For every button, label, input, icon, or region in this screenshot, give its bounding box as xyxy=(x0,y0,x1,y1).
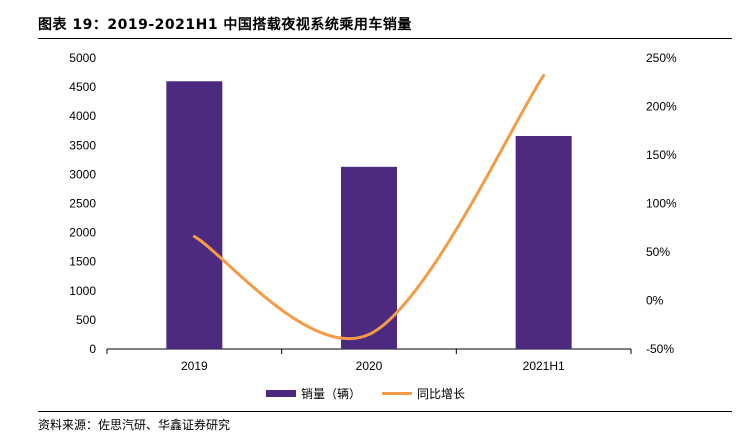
bar xyxy=(341,166,397,349)
bar xyxy=(515,135,572,349)
left-tick-label: 2000 xyxy=(69,226,96,240)
x-axis-ticks xyxy=(106,349,632,354)
line-series xyxy=(192,73,546,341)
left-tick-label: 2500 xyxy=(69,197,96,211)
left-tick-label: 1500 xyxy=(69,255,96,269)
right-tick-label: 100% xyxy=(646,197,677,211)
bar-series xyxy=(166,81,572,349)
right-tick-label: 250% xyxy=(646,51,677,65)
left-tick-label: 4500 xyxy=(69,80,96,94)
left-axis: 0 500 1000 1500 2000 2500 3000 3500 4000 4500 5000 xyxy=(69,51,96,356)
right-tick-label: -50% xyxy=(646,342,674,356)
title-rule xyxy=(38,38,732,39)
right-tick-label: 150% xyxy=(646,148,677,162)
right-tick-label: 50% xyxy=(646,245,670,259)
growth-line xyxy=(192,73,546,341)
source-rule xyxy=(38,411,732,412)
bar xyxy=(166,81,223,349)
left-tick-label: 0 xyxy=(89,342,96,356)
left-tick-label: 3000 xyxy=(69,167,96,181)
right-tick-label: 0% xyxy=(646,294,664,308)
x-tick-label: 2021H1 xyxy=(523,359,565,373)
right-axis: -50% 0% 50% 100% 150% 200% 250% xyxy=(646,51,677,356)
source-note: 资料来源：佐思汽研、华鑫证券研究 xyxy=(38,418,231,432)
legend-label-bar: 销量（辆） xyxy=(301,387,361,401)
x-tick-label: 2020 xyxy=(356,359,383,373)
left-tick-label: 500 xyxy=(76,313,96,327)
legend: 销量（辆） 同比增长 xyxy=(266,387,465,401)
left-tick-label: 4000 xyxy=(69,109,96,123)
left-tick-label: 5000 xyxy=(69,51,96,65)
left-tick-label: 3500 xyxy=(69,138,96,152)
left-tick-label: 1000 xyxy=(69,284,96,298)
x-axis-labels: 2019 2020 2021H1 xyxy=(181,359,565,373)
x-tick-label: 2019 xyxy=(181,359,208,373)
chart-title: 图表 19：2019-2021H1 中国搭载夜视系统乘用车销量 xyxy=(38,17,412,33)
legend-label-line: 同比增长 xyxy=(417,387,465,401)
right-tick-label: 200% xyxy=(646,100,677,114)
legend-swatch-bar xyxy=(266,390,296,397)
